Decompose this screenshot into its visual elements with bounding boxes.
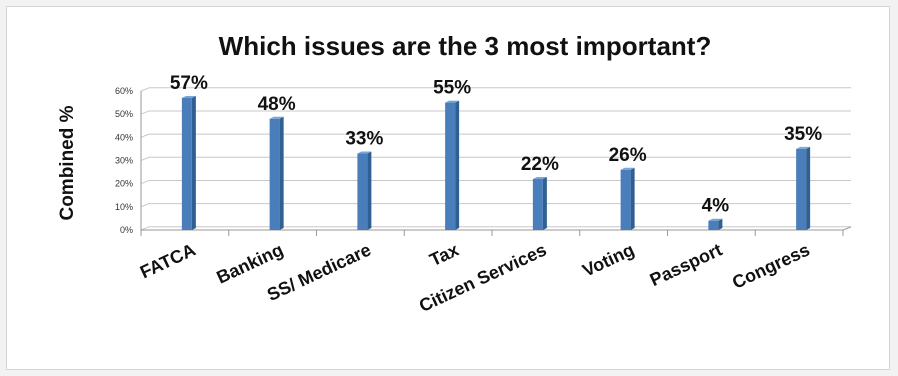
gridline-depth: [140, 87, 150, 92]
bar-side: [279, 116, 284, 230]
y-axis-label: Combined %: [57, 105, 78, 220]
data-label: 55%: [433, 78, 471, 99]
bar-top: [796, 146, 811, 149]
bar-side: [718, 218, 723, 230]
bar: [269, 118, 280, 230]
gridline-depth: [140, 226, 150, 231]
bar: [357, 153, 368, 230]
gridline-depth: [140, 180, 150, 185]
plot-area: 0% 10% 20% 30% 40% 50% 60% 57% 48% 33% 55% 22% 26% 4%…: [115, 73, 852, 316]
data-label: 26%: [609, 145, 647, 166]
bar-side: [806, 146, 811, 230]
bar: [181, 97, 192, 230]
x-tick-label: Voting: [579, 239, 637, 280]
bar-top: [357, 151, 372, 154]
bar: [532, 179, 543, 230]
y-tick-label: 30%: [115, 156, 133, 166]
bar-side: [455, 100, 460, 230]
bar-top: [269, 116, 284, 119]
bar-side: [367, 151, 372, 230]
y-tick-label: 40%: [115, 132, 133, 142]
bar-side: [191, 95, 196, 230]
y-tick-label: 0%: [120, 225, 133, 235]
y-tick-label: 60%: [115, 86, 133, 96]
gridline-depth: [140, 133, 150, 138]
x-tick-label: Congress: [729, 239, 813, 292]
bar-top: [708, 218, 723, 221]
bar-side: [542, 177, 547, 230]
x-tick-label: Banking: [214, 239, 287, 287]
y-tick-label: 10%: [115, 202, 133, 212]
bar-side: [630, 167, 635, 230]
gridline-depth: [140, 203, 150, 208]
bar-top: [620, 167, 635, 170]
bar: [708, 220, 719, 230]
data-label: 35%: [784, 124, 822, 145]
y-tick-label: 20%: [115, 179, 133, 189]
bar: [445, 102, 456, 230]
bar-chart: Which issues are the 3 most important? C…: [57, 31, 852, 316]
data-label: 33%: [345, 129, 383, 150]
gridline-depth: [140, 110, 150, 115]
data-label: 4%: [702, 196, 730, 217]
data-label: 48%: [258, 94, 296, 115]
bar-top: [445, 100, 460, 103]
y-tick-label: 50%: [115, 109, 133, 119]
chart-panel: Which issues are the 3 most important? C…: [6, 6, 890, 370]
bar-top: [532, 177, 547, 180]
bar: [620, 169, 631, 230]
bar: [796, 148, 807, 230]
bar-top: [181, 95, 196, 98]
gridline-depth: [140, 156, 150, 161]
data-label: 57%: [170, 73, 208, 94]
x-tick-label: Passport: [647, 239, 725, 290]
data-label: 22%: [521, 154, 559, 175]
x-tick-label: FATCA: [137, 239, 199, 282]
chart-title: Which issues are the 3 most important?: [219, 31, 712, 61]
x-axis-depth-line: [842, 226, 852, 231]
x-tick-label: Tax: [426, 239, 461, 270]
